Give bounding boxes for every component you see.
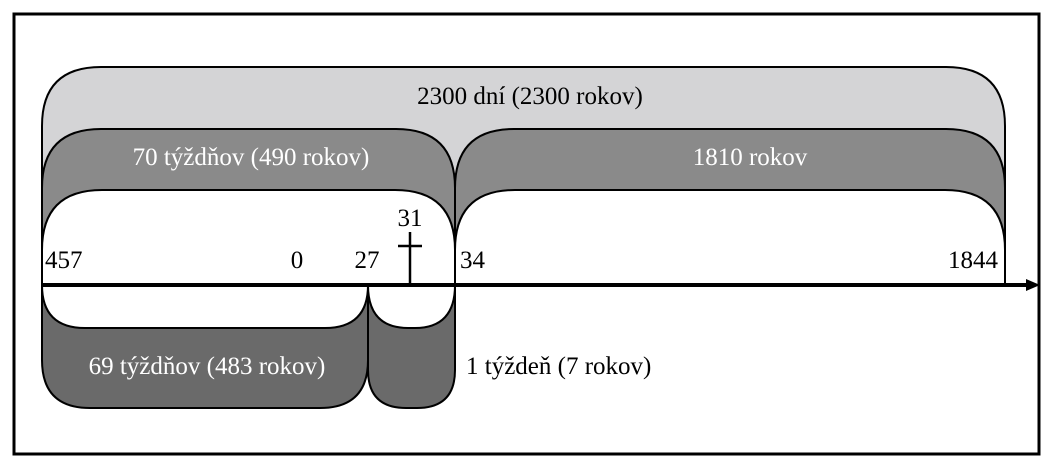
label-2300-days: 2300 dní (2300 rokov) (417, 83, 643, 110)
year-1844: 1844 (948, 247, 999, 274)
arrow-right-icon (1026, 279, 1040, 291)
year-0: 0 (291, 247, 304, 274)
band-69-weeks-inner (40, 284, 370, 329)
label-1-week: 1 týždeň (7 rokov) (466, 353, 651, 380)
year-27: 27 (355, 247, 380, 274)
year-34: 34 (460, 247, 486, 274)
label-69-weeks: 69 týždňov (483 rokov) (89, 353, 326, 380)
cross-icon (398, 232, 422, 285)
year-457: 457 (45, 247, 83, 274)
inner-arch-right (454, 189, 1006, 286)
inner-arch-left (41, 189, 456, 286)
year-31: 31 (398, 205, 423, 232)
label-70-weeks: 70 týždňov (490 rokov) (133, 144, 370, 171)
label-1810-years: 1810 rokov (693, 144, 808, 171)
band-1-week-inner (366, 284, 457, 329)
